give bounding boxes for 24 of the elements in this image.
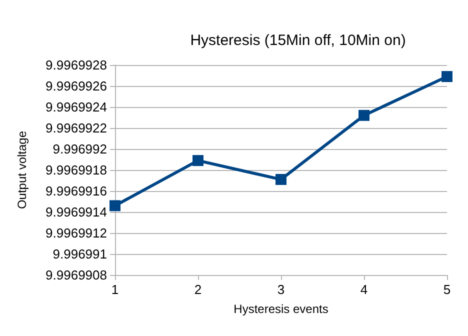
y-tick-label: 9.9969928 <box>46 58 107 72</box>
x-tick-label: 2 <box>194 282 202 297</box>
point <box>358 110 370 121</box>
y-tick-label: 9.9969914 <box>46 204 107 220</box>
y-tick-label: 9.9969908 <box>46 268 107 282</box>
y-tick-label: 9.9969916 <box>46 184 107 198</box>
y-tick-label: 9.9969924 <box>46 100 107 114</box>
point <box>442 71 452 82</box>
point <box>110 200 120 212</box>
y-tick-label: 9.9969922 <box>46 120 107 136</box>
y-tick-label: 9.9969912 <box>46 226 107 240</box>
y-tick-label: 9.9969918 <box>46 162 107 178</box>
point <box>276 174 286 185</box>
x-tick-label: 3 <box>277 282 285 297</box>
y-tick-label: 9.996992 <box>52 142 107 156</box>
chart-title: Hysteresis (15Min off, 10Min on) <box>190 32 406 49</box>
y-tick-label: 9.9969926 <box>46 78 107 94</box>
point <box>192 155 204 166</box>
y-tick-label: 9.996991 <box>52 246 107 262</box>
x-tick-label: 1 <box>111 282 119 297</box>
x-tick-label: 4 <box>360 282 368 297</box>
x-tick-label: 5 <box>443 282 451 297</box>
x-axis-title: Hysteresis events <box>234 302 328 316</box>
y-axis-title: Output voltage <box>15 130 29 210</box>
